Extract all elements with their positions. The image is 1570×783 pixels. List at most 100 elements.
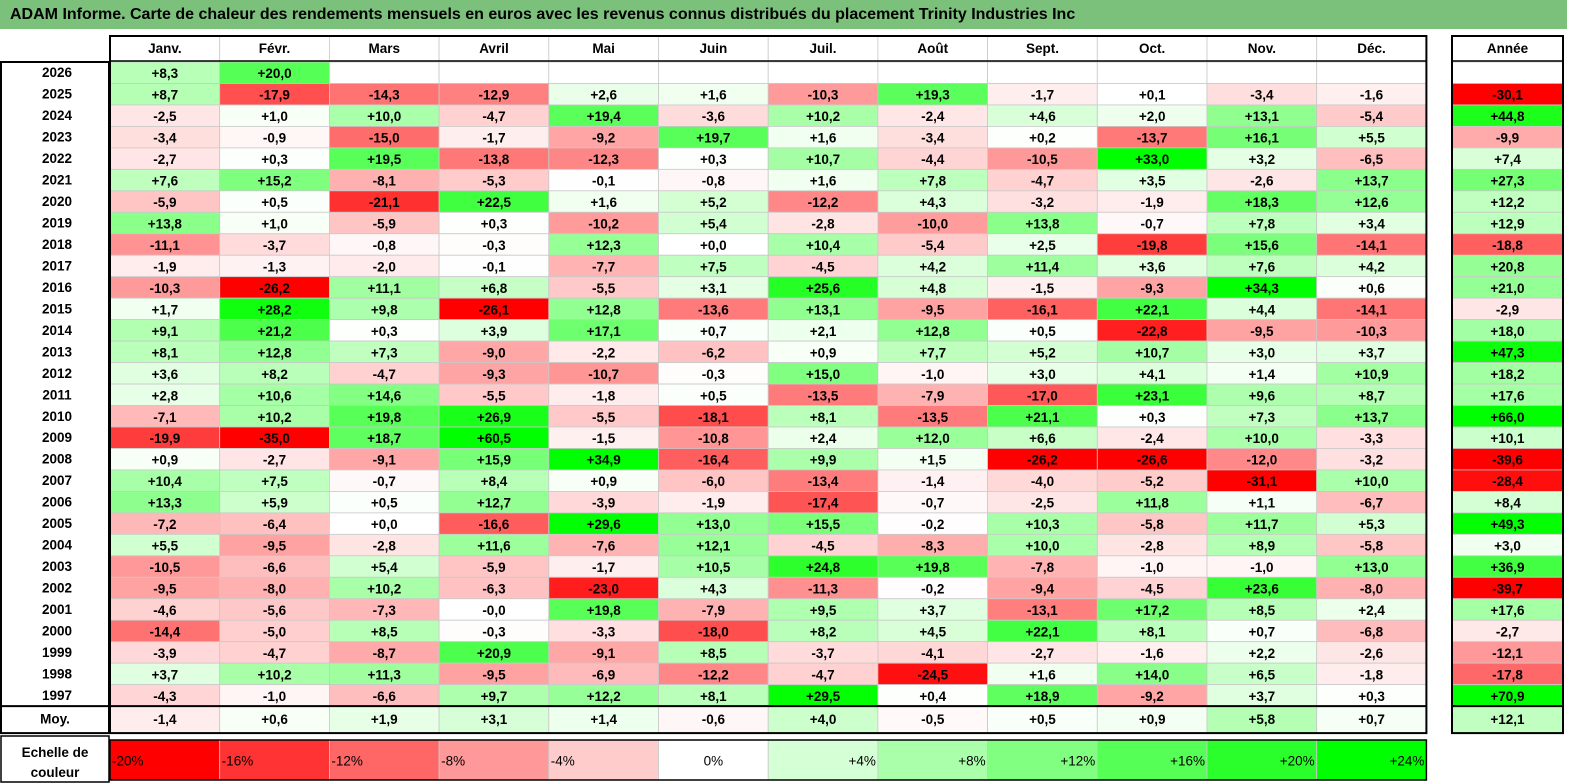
cell-value: -6,6 (373, 689, 397, 704)
average-cell (1096, 705, 1208, 734)
cell-value: -10,8 (698, 431, 729, 446)
cell-value: -9,0 (482, 345, 505, 360)
cell-value: -4,7 (1031, 174, 1054, 189)
cell-value: -9,4 (1031, 582, 1055, 597)
cell-value: -3,9 (592, 496, 615, 511)
cell-value: +12,7 (477, 496, 511, 511)
cell-value: +1,0 (261, 217, 288, 232)
cell-value: -3,6 (702, 109, 726, 124)
heatmap-cell (548, 61, 659, 84)
cell-value: -13,1 (1027, 603, 1058, 618)
cell-value: +8,7 (1358, 388, 1385, 403)
year-total-value: -12,1 (1492, 646, 1523, 661)
cell-value: -2,5 (1031, 496, 1055, 511)
cell-value: -14,3 (369, 88, 400, 103)
month-header-cell (767, 35, 879, 62)
cell-value: +12,8 (587, 302, 622, 317)
cell-value: -8,1 (373, 174, 397, 189)
cell-value: +3,1 (700, 281, 727, 296)
cell-value: +15,0 (806, 367, 840, 382)
cell-value: -1,7 (1031, 88, 1054, 103)
cell-value: -1,0 (921, 367, 944, 382)
cell-value: -5,2 (1141, 474, 1164, 489)
cell-value: -1,0 (1250, 560, 1273, 575)
cell-value: +5,4 (700, 217, 727, 232)
cell-value: -4,5 (1141, 582, 1165, 597)
cell-value: +1,6 (590, 195, 617, 210)
year-total-value: +12,9 (1490, 217, 1524, 232)
cell-value: -4,5 (811, 539, 835, 554)
cell-value: +0,5 (1029, 324, 1056, 339)
scale-step-label: +24% (1389, 754, 1424, 769)
cell-value: +8,5 (371, 624, 398, 639)
cell-value: +0,4 (919, 689, 946, 704)
row-year-label: 1998 (42, 666, 73, 681)
cell-value: +20,9 (477, 646, 511, 661)
cell-value: +60,5 (477, 431, 512, 446)
cell-value: +13,8 (148, 217, 183, 232)
average-cell (548, 705, 659, 734)
cell-value: +2,4 (810, 431, 837, 446)
cell-value: +0,3 (1139, 410, 1166, 425)
average-value: -0,6 (702, 712, 726, 727)
cell-value: -0,3 (702, 367, 726, 382)
cell-value: +19,3 (916, 88, 951, 103)
cell-value: +4,3 (700, 582, 727, 597)
average-value: -0,5 (921, 712, 945, 727)
cell-value: +2,1 (810, 324, 837, 339)
month-header: Janv. (148, 41, 182, 56)
cell-value: -6,8 (1360, 624, 1384, 639)
cell-value: +7,6 (1249, 259, 1276, 274)
year-total-value: -39,6 (1492, 453, 1523, 468)
year-total-value: +7,4 (1494, 152, 1521, 167)
cell-value: +1,6 (1029, 667, 1056, 682)
scale-swatch (1316, 739, 1427, 781)
cell-value: +2,4 (1358, 603, 1385, 618)
cell-value: -12,2 (808, 195, 839, 210)
cell-value: -6,3 (482, 582, 506, 597)
cell-value: -5,9 (373, 217, 396, 232)
cell-value: -1,6 (1360, 88, 1384, 103)
cell-value: -4,4 (921, 152, 945, 167)
cell-value: +9,1 (152, 324, 179, 339)
cell-value: +9,8 (371, 302, 398, 317)
cell-value: +0,3 (481, 217, 508, 232)
cell-value: +10,0 (367, 109, 401, 124)
row-year-label: 2011 (42, 387, 72, 402)
cell-value: +3,7 (919, 603, 946, 618)
cell-value: -3,7 (263, 238, 286, 253)
year-total-value: +10,1 (1490, 431, 1525, 446)
average-value: +0,5 (1029, 712, 1056, 727)
cell-value: -0,2 (921, 582, 944, 597)
year-total-value: +70,9 (1490, 689, 1524, 704)
cell-value: +9,9 (810, 453, 837, 468)
scale-swatch (438, 739, 550, 781)
row-year-label: 2015 (42, 301, 73, 316)
row-year-label: 1999 (42, 645, 72, 660)
scale-swatch (548, 739, 659, 781)
cell-value: -19,9 (149, 431, 180, 446)
cell-value: -2,6 (1360, 646, 1384, 661)
cell-value: +3,4 (1358, 217, 1385, 232)
cell-value: -6,5 (1360, 152, 1384, 167)
cell-value: +10,7 (1135, 345, 1169, 360)
cell-value: -13,5 (917, 410, 948, 425)
cell-value: -8,3 (921, 539, 945, 554)
cell-value: +22,1 (1135, 302, 1170, 317)
cell-value: -10,7 (588, 367, 619, 382)
scale-step-label: -4% (551, 754, 575, 769)
cell-value: +17,1 (587, 324, 622, 339)
heatmap-cell (987, 61, 1098, 84)
cell-value: -10,5 (149, 560, 180, 575)
cell-value: +7,7 (919, 345, 946, 360)
cell-value: -0,7 (921, 496, 944, 511)
scale-step-label: -12% (331, 754, 363, 769)
cell-value: +19,4 (587, 109, 622, 124)
cell-value: +12,0 (916, 431, 950, 446)
cell-value: -10,3 (808, 88, 839, 103)
cell-value: -2,5 (153, 109, 177, 124)
year-total-value: +17,6 (1490, 603, 1525, 618)
cell-value: +19,7 (696, 131, 730, 146)
average-cell (987, 705, 1098, 734)
cell-value: -8,0 (263, 582, 286, 597)
